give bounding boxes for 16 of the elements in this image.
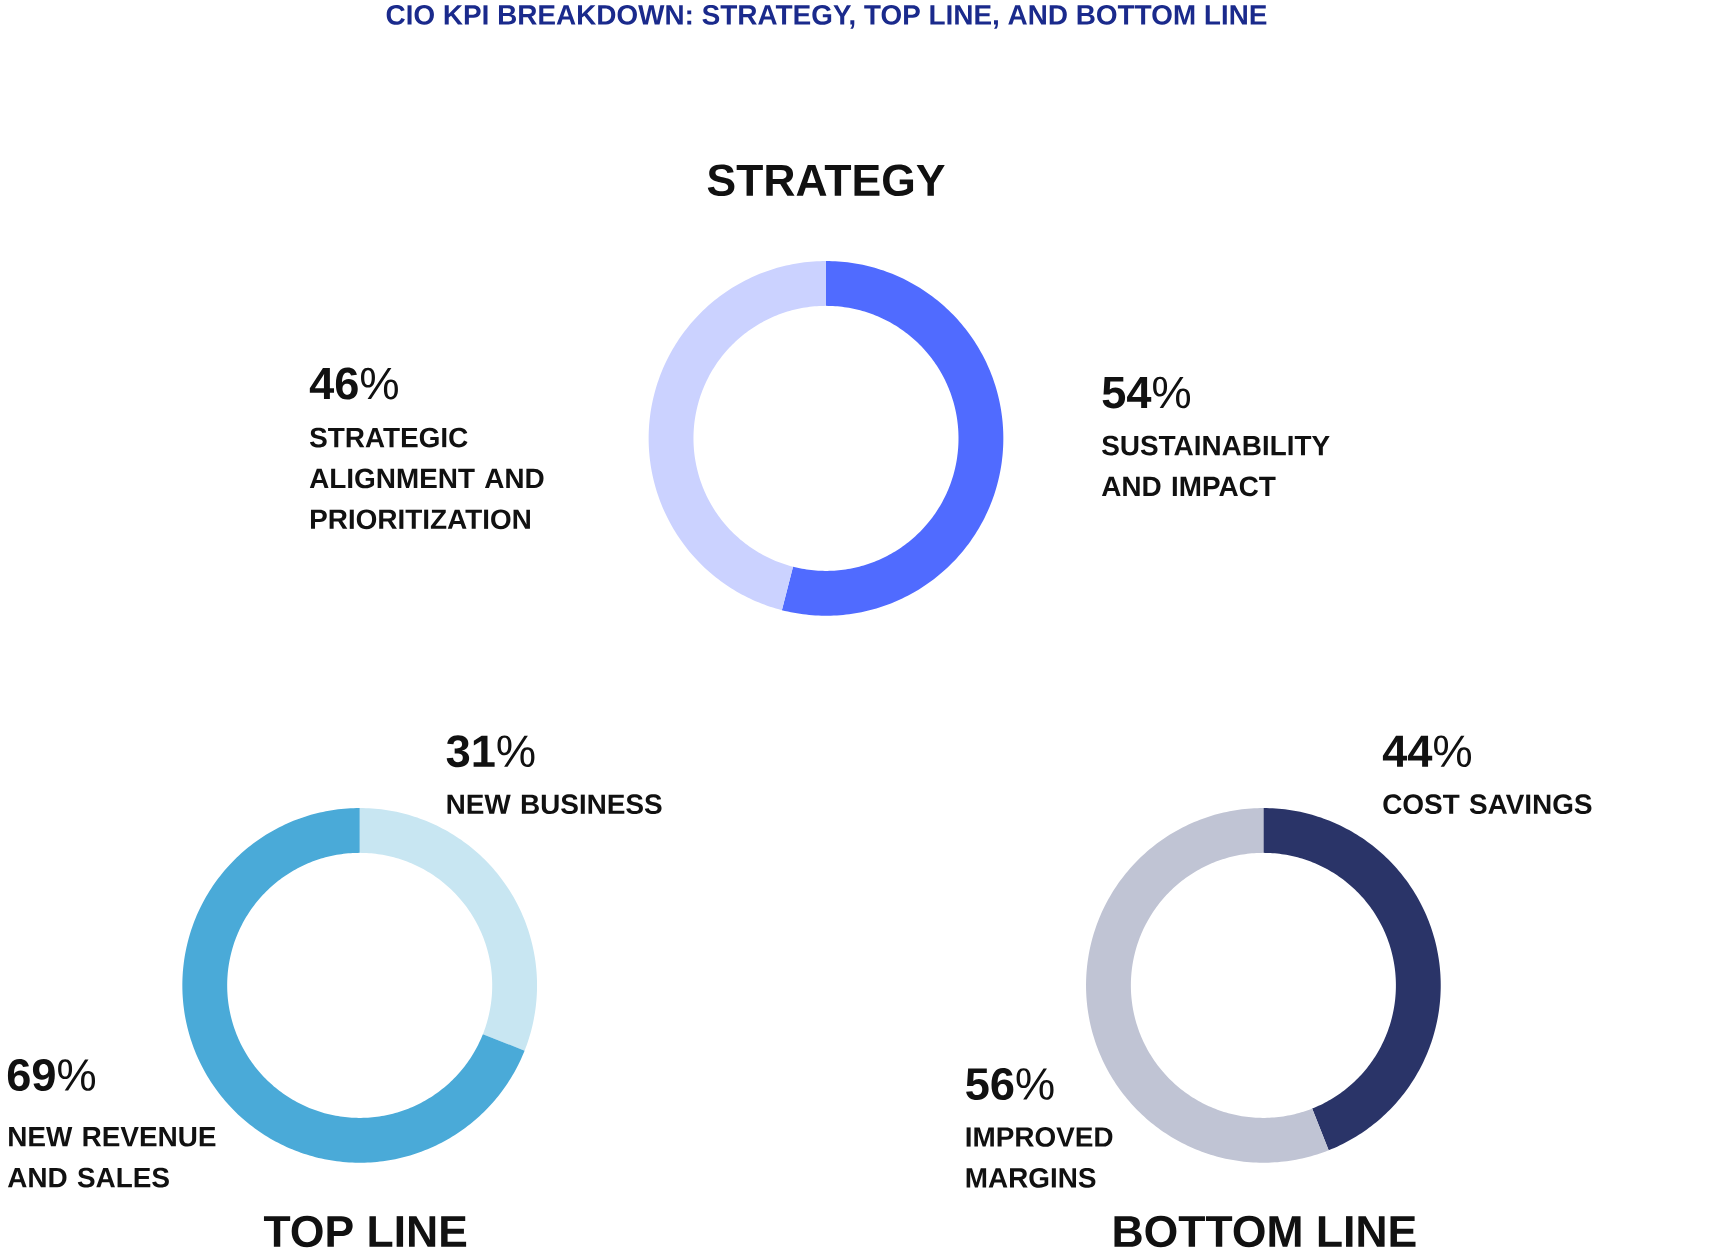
chart-title: STRATEGY [707,164,945,196]
slice-label: NEW BUSINESS [447,794,662,814]
data-label: 69% [7,1058,96,1091]
text: BOTTOM LINE [1114,1215,1416,1248]
data-label: 54% [1102,376,1191,409]
slice-label: IMPROVED MARGINS [966,1126,1113,1188]
slice-label: COST SAVINGS [1383,794,1592,814]
data-label: 46% [309,367,398,400]
text: CIO KPI BREAKDOWN: STRATEGY, TOP LINE, AND BOTTOM LINE [386,4,1267,29]
slice-label: NEW REVENUE AND SALES [7,1126,216,1188]
slice-label: SUSTAINABILITY AND IMPACT [1101,435,1330,497]
data-label: 44% [1382,735,1471,767]
data-label: 56% [966,1067,1054,1100]
slice-label: STRATEGIC ALIGNMENT AND PRIORITIZATION [309,427,544,529]
data-label: 31% [446,735,535,768]
text: TOP LINE [263,1215,467,1248]
